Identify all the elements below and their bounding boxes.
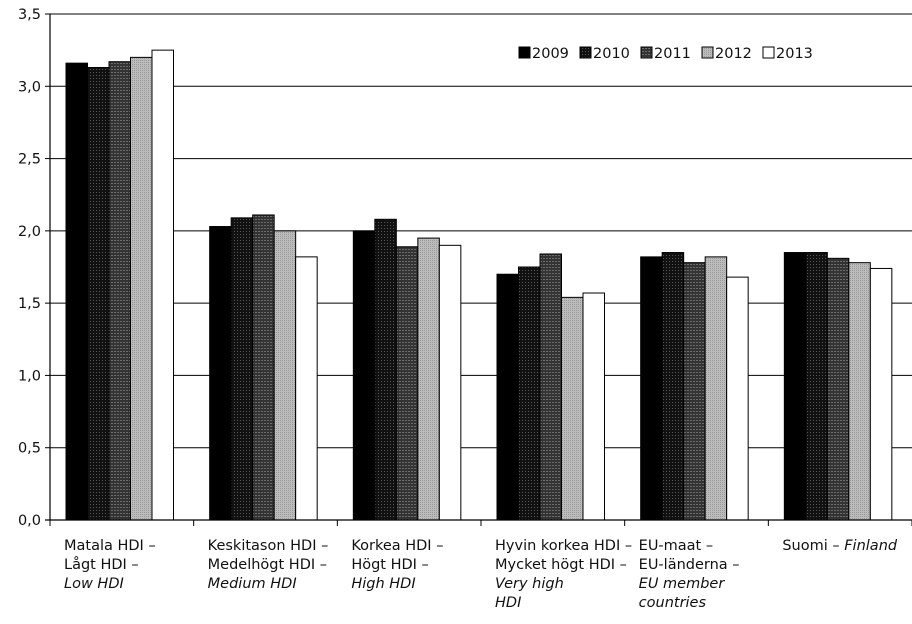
x-tick-label: Korkea HDI – Högt HDI – High HDI [351,538,444,592]
bars [65,49,893,521]
legend-label-2011: 2011 [654,46,691,62]
legend-swatch-2010 [579,46,592,59]
legend-label-2009: 2009 [532,46,569,62]
bar-2012-4 [561,296,584,521]
bar-2009-6 [783,252,807,521]
bar-2012-3 [417,237,440,521]
bar-2010-5 [661,252,685,521]
y-tick-label: 1,5 [18,296,41,312]
legend-label-2012: 2012 [715,46,752,62]
bar-2013-5 [726,276,749,521]
bar-2012-6 [848,262,871,521]
y-tick-label: 1,0 [18,368,41,384]
bar-2012-5 [704,256,728,521]
bar-2009-5 [640,256,663,521]
x-tick-label: Suomi – Finland [782,538,898,554]
bar-2009-4 [496,273,519,521]
legend-swatch-2013 [762,46,775,59]
x-tick-label: Keskitason HDI – Medelhögt HDI – Medium HD… [207,538,329,592]
legend-swatch-2011 [640,46,653,59]
bar-2010-2 [230,217,254,521]
bar-2011-1 [108,61,131,521]
x-tick-label: EU-maat – EU-länderna – EU member countrie… [638,538,740,611]
bar-2009-2 [209,226,232,521]
bar-2011-4 [539,253,562,521]
legend-swatch-2012 [701,46,714,59]
bar-2010-4 [518,266,541,521]
bar-2013-3 [438,244,462,521]
y-tick-label: 2,5 [18,152,41,168]
bar-2013-4 [582,292,605,521]
y-tick-label: 0,0 [18,513,41,529]
x-tick-label: Matala HDI – Lågt HDI – Low HDI [64,538,156,592]
bar-2013-6 [869,267,893,521]
legend-label-2010: 2010 [593,46,630,62]
y-tick-label: 3,0 [18,79,41,95]
legend-label-2013: 2013 [776,46,813,62]
bar-2011-5 [683,262,706,521]
bar-2011-6 [826,257,850,521]
legend-swatch-2009 [518,46,531,59]
bar-2012-2 [273,230,297,521]
bar-2013-2 [295,256,318,521]
gridlines [50,13,912,449]
bar-2010-3 [374,218,397,521]
bar-2010-1 [87,66,110,521]
bar-2012-1 [130,56,153,521]
bar-2013-1 [151,49,174,521]
y-tick-label: 0,5 [18,441,41,457]
bar-2009-1 [65,62,88,521]
legend: 2009 2010 2011 2012 2013 [518,46,813,62]
x-tick-label: Hyvin korkea HDI – Mycket högt HDI – Very … [495,538,633,611]
bar-2009-3 [352,230,376,521]
y-tick-labels: 0,0 0,5 1,0 1,5 2,0 2,5 3,0 3,5 [18,7,41,529]
axes [45,13,912,526]
bar-2011-3 [395,246,419,521]
bar-2011-2 [252,214,275,521]
bar-2010-6 [805,252,828,521]
y-tick-label: 3,5 [18,7,41,23]
y-tick-label: 2,0 [18,224,41,240]
